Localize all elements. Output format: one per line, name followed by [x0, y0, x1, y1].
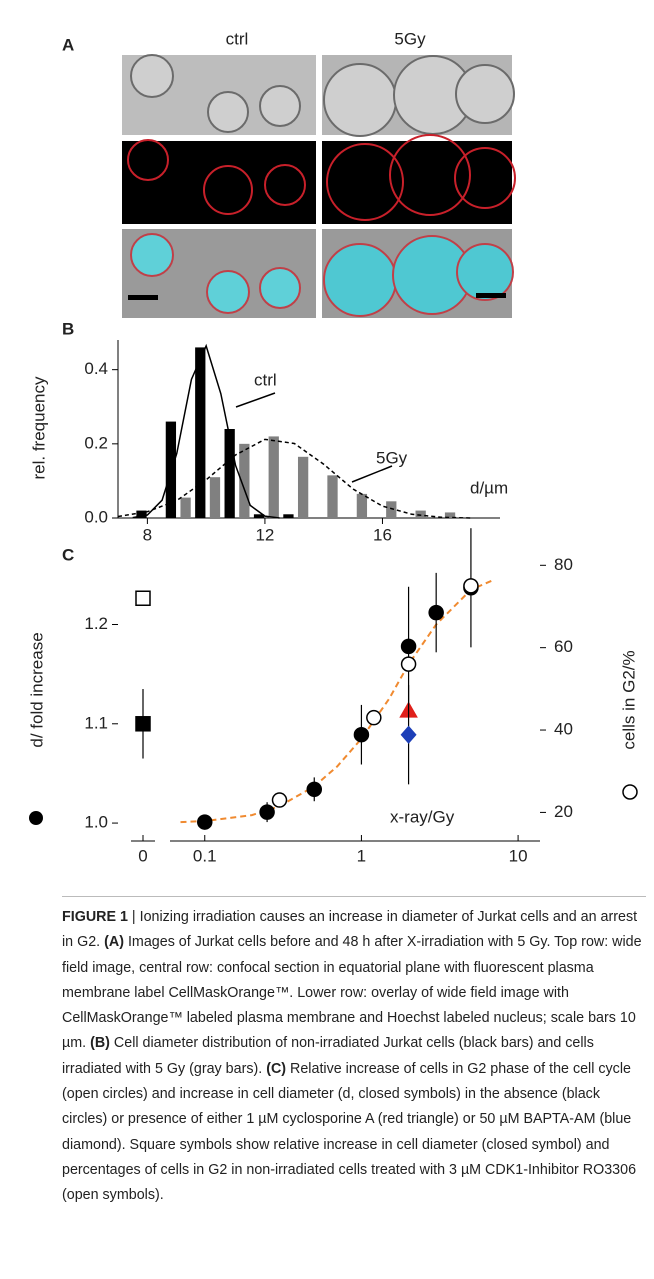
- point: [400, 638, 417, 655]
- caption-run: (B): [90, 1035, 110, 1052]
- x-tick-label: 12: [255, 525, 274, 544]
- y2-tick-label: 60: [554, 637, 573, 656]
- column-label: ctrl: [226, 29, 249, 48]
- bar: [283, 514, 294, 518]
- point: [306, 781, 323, 798]
- fit-curve: [180, 578, 495, 824]
- caption-run: (C): [266, 1060, 287, 1077]
- y-tick-label: 1.0: [84, 813, 108, 832]
- legend-symbol: [29, 811, 43, 825]
- point: [463, 578, 479, 594]
- x-tick-label: 8: [143, 525, 152, 544]
- point: [366, 709, 382, 726]
- bar: [386, 501, 397, 518]
- y-tick-label: 0.2: [84, 433, 108, 452]
- bar: [239, 443, 250, 518]
- x-axis-label: d/µm: [470, 478, 508, 497]
- pointer: [235, 392, 276, 408]
- micrographs: [122, 54, 516, 318]
- x-tick-label: 10: [509, 846, 528, 865]
- caption: FIGURE 1 | Ionizing irradiation causes a…: [62, 896, 646, 1209]
- x-tick-label: 0: [138, 846, 147, 865]
- caption-run: Relative increase of cells in G2 phase o…: [62, 1060, 637, 1204]
- point: [259, 804, 275, 820]
- fit-curve: [132, 343, 280, 519]
- bar: [415, 510, 426, 518]
- caption-run: Cell diameter distribution of non-irradi…: [62, 1035, 594, 1077]
- caption-run: FIGURE 1: [62, 909, 128, 925]
- bar: [209, 477, 221, 518]
- bar: [180, 497, 191, 518]
- column-label: 5Gy: [394, 29, 426, 48]
- bar: [268, 436, 279, 518]
- x-axis-label: x-ray/Gy: [390, 807, 455, 826]
- bar: [356, 493, 368, 518]
- bar: [224, 429, 235, 518]
- point: [135, 716, 151, 732]
- legend-symbol: [622, 784, 638, 800]
- y-tick-label: 0.0: [84, 507, 108, 526]
- y2-tick-label: 80: [554, 555, 573, 574]
- caption-run: (A): [104, 934, 124, 951]
- bar: [444, 512, 456, 518]
- y-tick-label: 1.1: [84, 713, 108, 732]
- y-tick-label: 1.2: [84, 614, 108, 633]
- y2-axis-label: cells in G2/%: [619, 650, 638, 749]
- x-tick-label: 16: [373, 525, 392, 544]
- point: [400, 725, 417, 744]
- point: [428, 604, 444, 621]
- caption-run: Images of Jurkat cells before and 48 h a…: [62, 934, 642, 1052]
- panel-label: C: [62, 545, 74, 564]
- pointer: [351, 465, 393, 483]
- x-tick-label: 0.1: [193, 846, 217, 865]
- y2-tick-label: 20: [554, 802, 573, 821]
- series-label: ctrl: [254, 370, 277, 389]
- point: [400, 656, 417, 672]
- bar: [327, 475, 338, 518]
- x-tick-label: 1: [357, 846, 366, 865]
- point: [197, 814, 213, 830]
- panel-label: A: [62, 35, 74, 54]
- point: [353, 726, 370, 743]
- figure: A ctrl 5Gy B 0.0 0.2 0.4 8 12 16 ctrl 5Gy d/µm rel…: [27, 29, 638, 865]
- bar: [253, 514, 265, 518]
- bar: [136, 510, 147, 518]
- panel-label: B: [62, 319, 74, 338]
- bar: [195, 347, 206, 518]
- series-label: 5Gy: [376, 448, 408, 467]
- y-axis-label: rel. frequency: [29, 376, 48, 479]
- bar: [297, 456, 309, 518]
- y-axis-label: d/ fold increase: [27, 632, 46, 747]
- caption-run: | Ionizing irradiation causes an increas…: [62, 909, 638, 951]
- point: [271, 792, 288, 808]
- y-tick-label: 0.4: [84, 359, 108, 378]
- y2-tick-label: 40: [554, 720, 573, 739]
- point: [135, 590, 151, 606]
- fit-curve: [117, 438, 471, 519]
